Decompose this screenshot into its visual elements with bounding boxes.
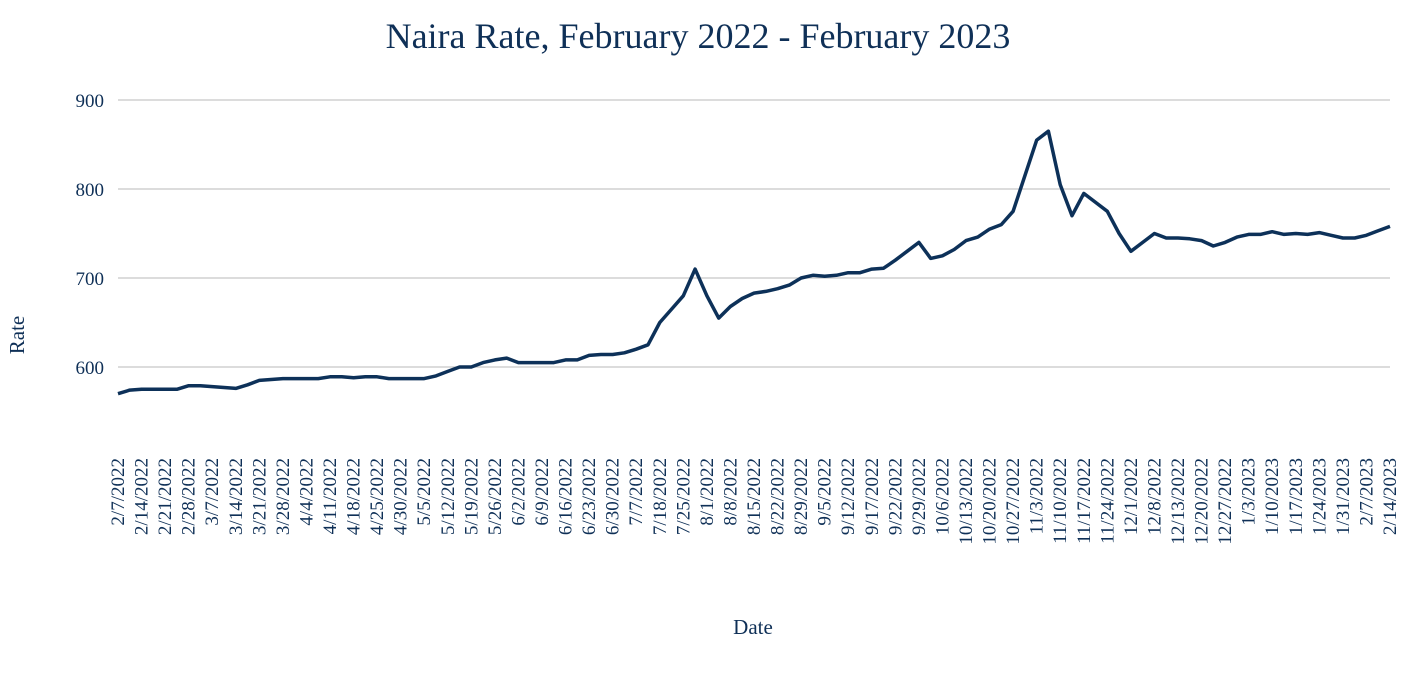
x-tick-label: 3/28/2022 (273, 458, 294, 535)
x-tick-label: 3/14/2022 (226, 458, 247, 535)
x-tick-label: 12/20/2022 (1192, 458, 1213, 545)
x-tick-label: 6/30/2022 (603, 458, 624, 535)
x-tick-label: 12/8/2022 (1144, 458, 1165, 535)
x-tick-label: 4/11/2022 (320, 458, 341, 534)
x-tick-label: 6/23/2022 (579, 458, 600, 535)
x-tick-label: 4/30/2022 (391, 458, 412, 535)
x-tick-label: 4/18/2022 (344, 458, 365, 535)
y-axis-label: Rate (5, 316, 29, 354)
y-tick-label: 700 (76, 269, 105, 290)
x-tick-label: 7/18/2022 (650, 458, 671, 535)
x-tick-label: 2/7/2022 (108, 458, 129, 526)
y-tick-label: 800 (76, 180, 105, 201)
x-tick-label: 9/5/2022 (815, 458, 836, 526)
x-tick-label: 9/17/2022 (862, 458, 883, 535)
x-tick-label: 6/9/2022 (532, 458, 553, 526)
y-tick-label: 900 (76, 91, 105, 112)
x-tick-label: 9/12/2022 (838, 458, 859, 535)
x-tick-label: 5/12/2022 (438, 458, 459, 535)
x-tick-label: 2/7/2023 (1356, 458, 1377, 526)
x-tick-label: 5/5/2022 (414, 458, 435, 526)
x-tick-label: 5/19/2022 (461, 458, 482, 535)
x-tick-label: 2/21/2022 (155, 458, 176, 535)
x-tick-label: 10/6/2022 (932, 458, 953, 535)
x-tick-label: 10/13/2022 (956, 458, 977, 545)
x-tick-label: 9/22/2022 (885, 458, 906, 535)
x-tick-label: 11/3/2022 (1027, 458, 1048, 534)
data-line (117, 129, 1391, 396)
x-tick-label: 4/25/2022 (367, 458, 388, 535)
x-tick-label: 8/29/2022 (791, 458, 812, 535)
x-tick-label: 4/4/2022 (296, 458, 317, 526)
x-axis-label: Date (733, 615, 773, 639)
x-tick-label: 12/13/2022 (1168, 458, 1189, 545)
x-tick-label: 11/10/2022 (1050, 458, 1071, 544)
x-tick-label: 8/15/2022 (744, 458, 765, 535)
x-tick-label: 8/22/2022 (768, 458, 789, 535)
x-tick-label: 5/26/2022 (485, 458, 506, 535)
x-tick-label: 6/16/2022 (556, 458, 577, 535)
x-tick-label: 3/21/2022 (249, 458, 270, 535)
x-tick-label: 11/24/2022 (1097, 458, 1118, 544)
x-tick-label: 8/8/2022 (720, 458, 741, 526)
x-tick-label: 11/17/2022 (1074, 458, 1095, 544)
x-tick-label: 9/29/2022 (909, 458, 930, 535)
x-tick-label: 2/14/2022 (132, 458, 153, 535)
x-tick-label: 2/28/2022 (179, 458, 200, 535)
y-tick-label: 600 (76, 358, 105, 379)
x-tick-label: 2/14/2023 (1380, 458, 1401, 535)
x-tick-label: 1/3/2023 (1239, 458, 1260, 526)
x-tick-label: 8/1/2022 (697, 458, 718, 526)
x-tick-label: 1/17/2023 (1286, 458, 1307, 535)
x-tick-label: 7/7/2022 (626, 458, 647, 526)
x-tick-label: 10/20/2022 (980, 458, 1001, 545)
chart-title: Naira Rate, February 2022 - February 202… (386, 16, 1011, 56)
x-tick-label: 1/10/2023 (1262, 458, 1283, 535)
x-tick-label: 1/31/2023 (1333, 458, 1354, 535)
x-tick-label: 1/24/2023 (1309, 458, 1330, 535)
x-tick-label: 12/27/2022 (1215, 458, 1236, 545)
x-tick-label: 6/2/2022 (508, 458, 529, 526)
x-tick-label: 3/7/2022 (202, 458, 223, 526)
x-tick-label: 10/27/2022 (1003, 458, 1024, 545)
x-tick-label: 7/25/2022 (673, 458, 694, 535)
x-tick-label: 12/1/2022 (1121, 458, 1142, 535)
